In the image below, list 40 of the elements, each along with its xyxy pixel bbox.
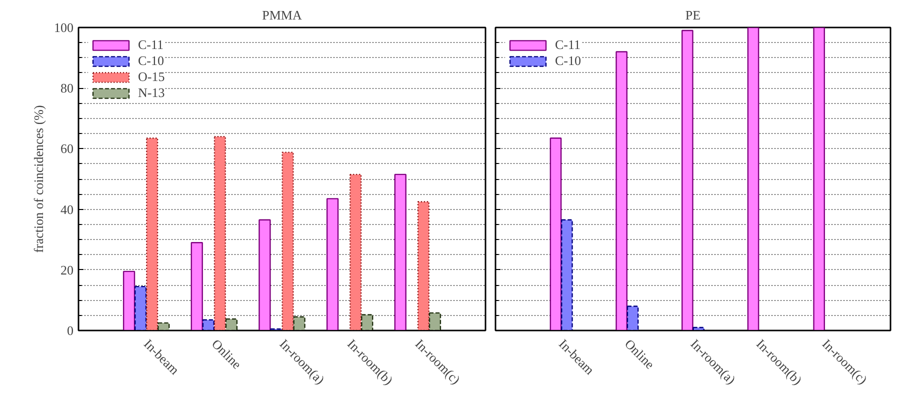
legend-label: O-15 [138,69,165,85]
bar [428,312,442,330]
bar [692,326,705,330]
y-tick-label: 80 [60,80,74,96]
bar [550,137,562,330]
legend-label: N-13 [138,85,165,101]
chart-title: PMMA [262,8,302,22]
bar [190,242,203,330]
y-axis-title: fraction of coincidences (%) [31,105,46,253]
bar [214,136,226,330]
bar [282,152,294,330]
bar [626,306,639,330]
bar [561,219,573,330]
bar [146,137,158,330]
y-tick-label: 0 [67,323,74,338]
bar [681,30,694,330]
bar [813,28,825,330]
bar [225,318,238,330]
bar [258,219,271,330]
legend-label: C-10 [555,53,581,69]
bar [361,314,374,330]
bar [616,51,628,330]
y-tick-label: 20 [60,262,74,278]
bar [394,174,406,330]
y-tick-label: 40 [60,202,74,217]
bar [350,174,362,330]
legend-label: C-10 [138,53,164,69]
bar [747,28,760,330]
bar [202,319,214,330]
legend-label: C-11 [138,37,164,53]
legend-label: C-11 [555,37,581,53]
bar [293,316,306,330]
bar [122,270,136,330]
bar [158,322,170,330]
bar [326,198,339,330]
bar [134,286,147,330]
y-tick-label: 60 [60,141,74,156]
chart-title: PE [685,8,701,22]
bar [417,201,430,330]
y-tick-label: 100 [54,20,74,35]
